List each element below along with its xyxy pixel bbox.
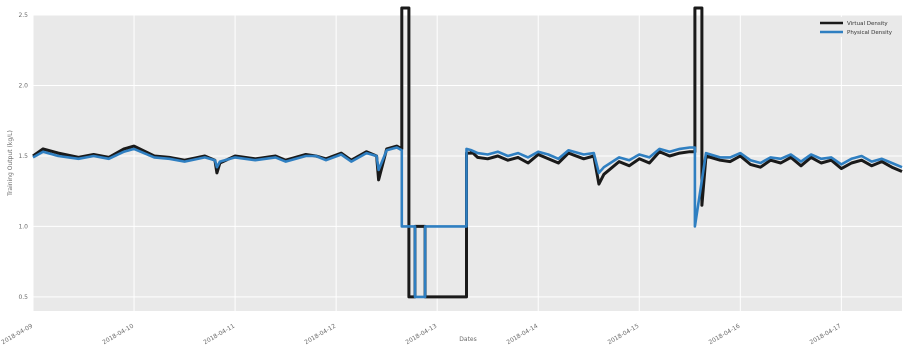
x-axis-ticks: 2018-04-09 2018-04-10 2018-04-11 2018-04-12… xyxy=(0,323,842,346)
x-axis-label: Dates xyxy=(459,336,476,343)
series-line-physical-density xyxy=(32,146,903,299)
x-tick-label: 2018-04-13 xyxy=(404,323,438,346)
series-lines xyxy=(32,6,903,299)
legend-label-physical: Physical Density xyxy=(847,30,893,36)
x-tick-label: 2018-04-15 xyxy=(607,323,641,346)
y-axis-ticks: 0.5 1.0 1.5 2.0 2.5 xyxy=(18,12,28,301)
y-tick-label: 2.0 xyxy=(18,82,28,89)
x-tick-label: 2018-04-16 xyxy=(708,323,742,346)
legend: Virtual Density Physical Density xyxy=(816,17,902,37)
x-tick-label: 2018-04-10 xyxy=(101,323,135,346)
y-tick-label: 1.5 xyxy=(18,153,28,160)
y-axis-label: Training Output (kg/L) xyxy=(7,130,14,197)
x-tick-label: 2018-04-17 xyxy=(809,323,843,346)
x-tick-label: 2018-04-12 xyxy=(303,323,337,346)
legend-label-virtual: Virtual Density xyxy=(847,21,888,27)
x-tick-label: 2018-04-14 xyxy=(506,323,540,346)
x-tick-label: 2018-04-11 xyxy=(202,323,236,346)
y-tick-label: 2.5 xyxy=(18,12,28,19)
y-tick-label: 0.5 xyxy=(18,294,28,301)
y-tick-label: 1.0 xyxy=(18,223,28,230)
x-tick-label: 2018-04-09 xyxy=(0,323,34,346)
